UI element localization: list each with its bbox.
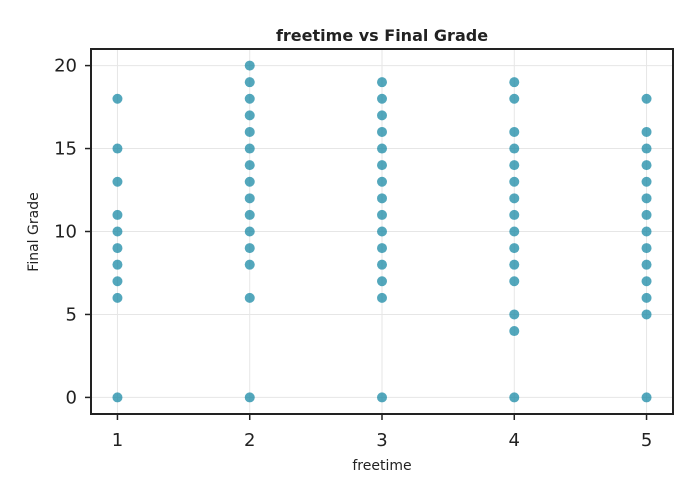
data-point (112, 292, 123, 303)
data-point (641, 93, 652, 104)
data-point (377, 276, 387, 287)
y-tick-label: 15 (54, 139, 77, 160)
data-point (244, 259, 255, 270)
data-point (641, 176, 652, 187)
data-point (244, 143, 255, 154)
data-point (509, 160, 520, 171)
data-point (509, 93, 520, 104)
data-point (509, 143, 520, 154)
data-point (377, 176, 387, 187)
data-point (244, 110, 255, 121)
x-tick-label: 2 (244, 430, 255, 451)
data-point (244, 193, 255, 204)
data-point (377, 292, 387, 303)
x-tick-label: 4 (509, 430, 520, 451)
data-point (641, 226, 652, 237)
data-point (244, 243, 255, 254)
data-point (244, 126, 255, 137)
data-point (509, 126, 520, 137)
data-point (509, 309, 520, 320)
data-point (641, 392, 652, 403)
data-point (112, 259, 123, 270)
data-point (641, 243, 652, 254)
x-tick-label: 1 (112, 430, 123, 451)
data-point (509, 392, 520, 403)
ticks-layer: 1 2 3 4 5 0 5 10 15 20 (54, 56, 652, 451)
data-point (641, 126, 652, 137)
x-tick-label: 5 (641, 430, 652, 451)
data-point (112, 176, 123, 187)
y-tick-label: 10 (54, 222, 77, 243)
data-point (641, 309, 652, 320)
data-point (641, 193, 652, 204)
data-point (509, 193, 520, 204)
chart-title: freetime vs Final Grade (276, 26, 488, 45)
data-point (244, 160, 255, 171)
x-tick-label: 3 (376, 430, 387, 451)
data-point (377, 77, 387, 88)
data-point (244, 176, 255, 187)
data-point (112, 276, 123, 287)
data-point (377, 226, 387, 237)
data-point (509, 276, 520, 287)
data-point (244, 392, 255, 403)
y-tick-label: 0 (66, 387, 77, 408)
data-point (377, 392, 387, 403)
data-point (509, 259, 520, 270)
data-point (509, 226, 520, 237)
data-point (377, 259, 387, 270)
data-point (509, 176, 520, 187)
data-point (112, 209, 123, 220)
data-point (641, 259, 652, 270)
data-point (377, 209, 387, 220)
y-axis-label: Final Grade (26, 192, 42, 271)
data-point (509, 77, 520, 88)
data-point (377, 193, 387, 204)
data-point (641, 143, 652, 154)
data-point (244, 93, 255, 104)
data-point (112, 392, 123, 403)
data-point (377, 143, 387, 154)
data-point (112, 226, 123, 237)
data-point (641, 276, 652, 287)
data-point (377, 126, 387, 137)
data-point (641, 209, 652, 220)
y-tick-label: 5 (66, 304, 77, 325)
data-point (509, 209, 520, 220)
data-point (509, 243, 520, 254)
data-point (112, 243, 123, 254)
data-point (377, 93, 387, 104)
data-point (244, 226, 255, 237)
data-point (509, 326, 520, 337)
data-point (641, 292, 652, 303)
data-point (244, 292, 255, 303)
y-tick-label: 20 (54, 56, 77, 77)
data-point (377, 160, 387, 171)
data-point (377, 110, 387, 121)
data-point (244, 60, 255, 71)
x-axis-label: freetime (352, 458, 411, 474)
data-point (112, 143, 123, 154)
data-point (244, 209, 255, 220)
data-point (377, 243, 387, 254)
data-point (244, 77, 255, 88)
data-point (112, 93, 123, 104)
data-point (641, 160, 652, 171)
points-layer (112, 60, 652, 403)
